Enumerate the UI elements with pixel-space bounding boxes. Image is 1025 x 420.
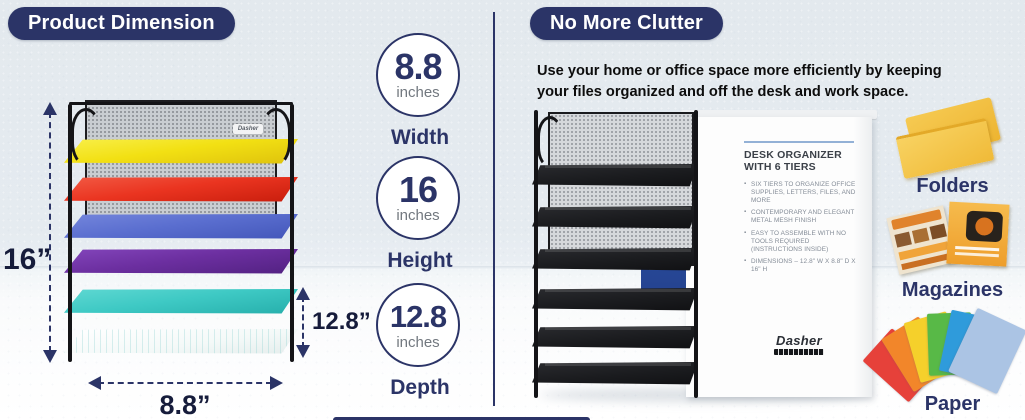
width-arrowhead-right [270,376,283,390]
height-dimension-arrow [49,112,51,352]
metric-label: Depth [390,376,450,399]
box-top-flap [681,110,877,119]
magazine-photo-block [929,223,947,240]
wall-desk-edge [0,266,1025,269]
tray-purple [64,249,298,274]
frame-post-left-black [534,110,538,398]
tray-blue [64,214,298,239]
metric-width: 8.8 inches Width [376,33,464,150]
depth-dimension-arrow [302,296,304,348]
width-dimension-label: 8.8” [159,390,211,420]
frame-post-right-black [694,110,698,398]
tray-teal [64,289,298,314]
height-dimension-label: 16” [3,243,52,276]
magazine-photo-block [911,227,930,244]
box-brand-logo: Dasher [776,333,822,348]
metric-label: Width [390,126,450,149]
item-label-folders: Folders [916,175,989,197]
black-shelf-3 [532,248,698,271]
paper-stack [64,329,298,354]
tray-red [64,177,298,202]
metric-unit: inches [396,83,440,101]
box-divider-line [744,141,854,143]
use-case-column: Folders Magazines Paper [862,97,1025,417]
folders-image [895,97,1010,180]
tray-yellow [64,139,298,164]
height-arrowhead-top [43,102,57,115]
box-bullet: CONTEMPORARY AND ELEGANT METAL MESH FINI… [744,209,860,225]
box-title: DESK ORGANIZER WITH 6 TIERS [744,149,860,173]
black-shelf-4 [532,288,698,311]
black-shelf-2 [532,206,698,229]
next-section-banner-peek [333,417,590,420]
width-arrowhead-left [88,376,101,390]
frame-arc-left [71,108,101,166]
metric-circle-width: 8.8 inches [376,33,460,117]
organizer-black-photo [528,106,706,402]
organizer-photo: Dasher [55,100,307,366]
item-label-paper: Paper [924,393,981,415]
black-shelf-6 [532,362,698,385]
box-title-line1: DESK ORGANIZER [744,149,842,161]
product-dimension-banner: Product Dimension [8,7,235,40]
depth-arrowhead-bottom [296,345,310,358]
metric-depth: 12.8 inches Depth [376,283,464,400]
metric-value: 8.8 [394,45,442,87]
product-box: DESK ORGANIZER WITH 6 TIERS SIX TIERS TO… [686,117,872,397]
metric-circle-depth: 12.8 inches [376,283,460,367]
magazine-left-page [886,205,956,275]
organizer-brand-tag: Dasher [233,124,263,134]
magazine-right-page [946,201,1010,267]
paper-fan-image [862,307,1025,403]
metric-unit: inches [396,206,440,224]
depth-dimension-label: 12.8” [312,308,371,335]
width-dimension-arrow [98,382,272,384]
box-bullet: SIX TIERS TO ORGANIZE OFFICE SUPPLIES, L… [744,181,860,204]
frame-top-rail [69,102,293,105]
depth-arrowhead-top [296,287,310,300]
frame-arc-right [261,108,291,166]
metric-unit: inches [396,333,440,351]
box-print-area: DESK ORGANIZER WITH 6 TIERS SIX TIERS TO… [744,141,860,385]
box-brand-bar [774,349,824,355]
box-bullet-list: SIX TIERS TO ORGANIZE OFFICE SUPPLIES, L… [744,181,860,274]
box-bullet: DIMENSIONS – 12.8" W X 8.8" D X 16" H [744,258,860,274]
mesh-back-panel-black [548,112,694,266]
box-title-line2: WITH 6 TIERS [744,161,816,173]
metric-circle-height: 16 inches [376,156,460,240]
item-label-magazines: Magazines [901,279,1004,301]
metric-label: Height [387,249,453,272]
no-more-clutter-banner: No More Clutter [530,7,723,40]
frame-arc-left-black [537,116,563,168]
frame-post-left [68,104,72,362]
description-text: Use your home or office space more effic… [537,63,942,100]
metric-value: 16 [398,168,438,210]
magazine-skillet-photo [965,210,1004,243]
magazine-image [886,197,1017,276]
section-divider [493,12,495,406]
metric-value: 12.8 [389,298,447,334]
magazine-photo-block [894,231,912,248]
black-shelf-1 [532,164,698,187]
black-shelf-5 [532,326,698,349]
magazine-text-lines [955,245,1000,252]
box-bullet: EASY TO ASSEMBLE WITH NO TOOLS REQUIRED … [744,230,860,253]
height-arrowhead-bottom [43,350,57,363]
metric-height: 16 inches Height [376,156,464,273]
frame-post-right [290,104,294,362]
